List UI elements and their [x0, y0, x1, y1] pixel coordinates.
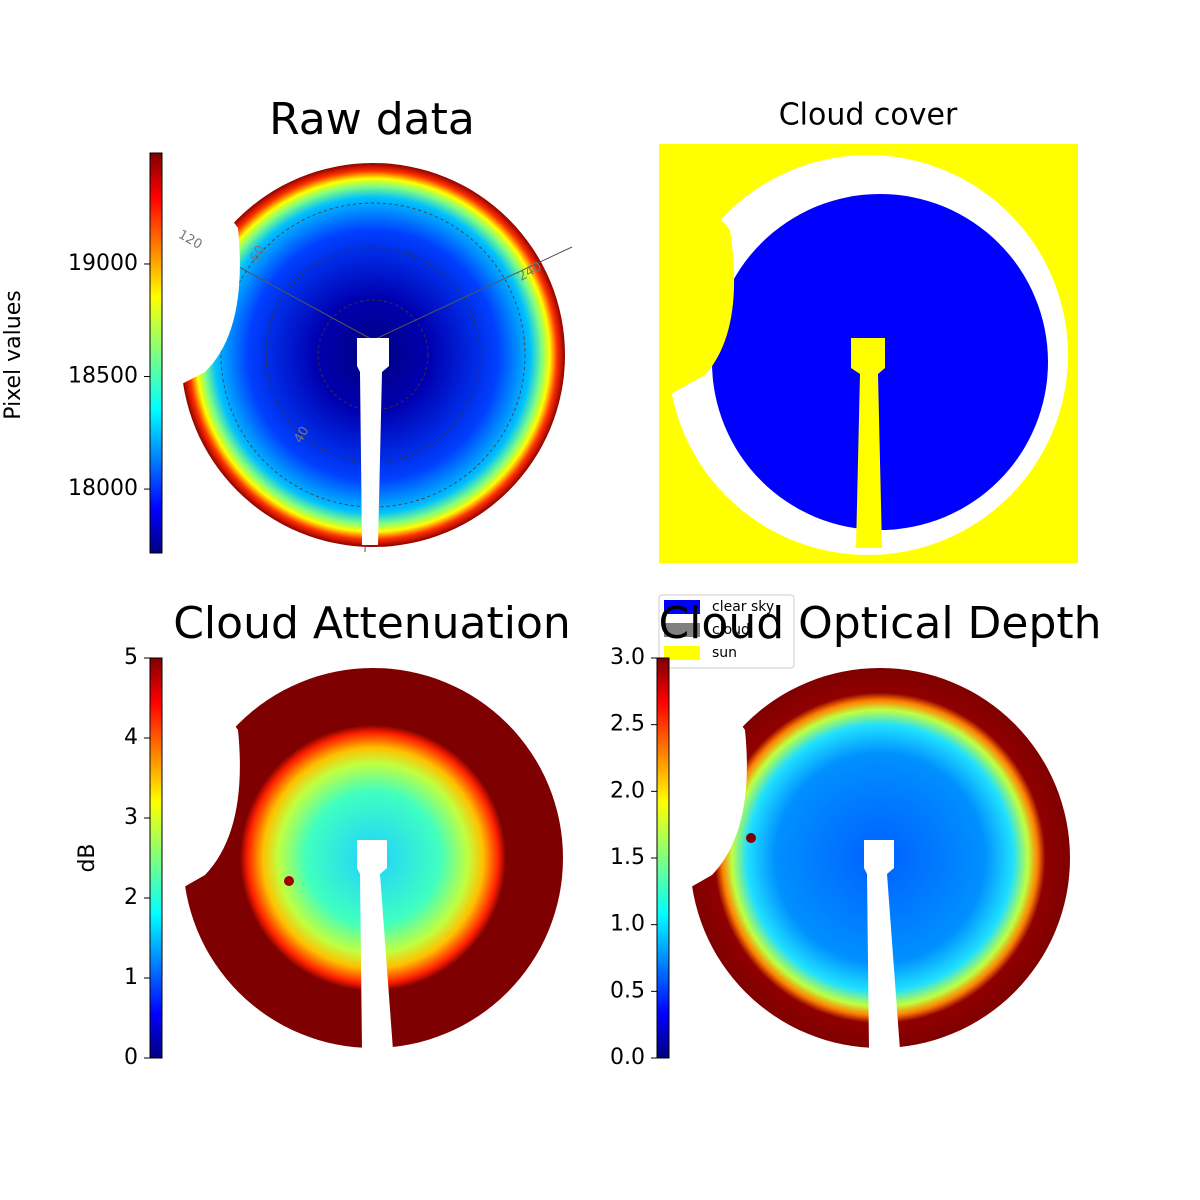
tick-label: 0.5	[610, 978, 645, 1003]
panel-title: Cloud cover	[779, 98, 958, 133]
mask	[357, 338, 389, 545]
legend-swatch	[664, 646, 700, 660]
tick-label: 2.0	[610, 778, 645, 803]
mask	[357, 840, 393, 1050]
panel-title: Raw data	[269, 94, 475, 145]
tick-label: 18000	[68, 476, 138, 501]
polar-grid	[220, 202, 526, 508]
panel-images	[150, 144, 1078, 1050]
panel-title: Cloud Attenuation	[173, 598, 571, 649]
cloud-map	[851, 338, 885, 548]
polar-label: 40	[291, 424, 312, 446]
tick-label: 2.5	[610, 712, 645, 737]
tick-label: 5	[124, 645, 138, 670]
tick-label: 1.0	[610, 912, 645, 937]
legend-label: sun	[712, 645, 737, 661]
mask	[672, 650, 747, 895]
tick-label: 0	[124, 1045, 138, 1070]
tick-label: 2	[124, 885, 138, 910]
mask	[165, 650, 240, 895]
mask	[864, 840, 900, 1050]
legend-label: clear sky	[712, 599, 774, 615]
polar-label: 60	[247, 243, 268, 265]
panel-title: Cloud Optical Depth	[658, 598, 1101, 649]
marker	[746, 833, 756, 843]
legend-label: cloud	[712, 622, 750, 638]
tick-label: 18500	[68, 364, 138, 389]
colorbar-label: dB	[75, 843, 100, 872]
marker	[284, 876, 294, 886]
colorbar	[149, 152, 163, 554]
mask	[150, 150, 240, 390]
polar-grid	[265, 247, 481, 463]
tick-label: 3.0	[610, 645, 645, 670]
tick-label: 1.5	[610, 845, 645, 870]
tick-label: 19000	[68, 251, 138, 276]
tick-label: 1	[124, 965, 138, 990]
tick-label: 4	[124, 725, 138, 750]
legend-swatch	[664, 623, 700, 637]
tick-label: 0.0	[610, 1045, 645, 1070]
tick-label: 3	[124, 805, 138, 830]
legend-swatch	[664, 600, 700, 614]
colorbar	[149, 657, 163, 1059]
colorbar	[656, 657, 670, 1059]
cloud-map	[659, 150, 735, 400]
colorbar-label: Pixel values	[1, 290, 26, 419]
